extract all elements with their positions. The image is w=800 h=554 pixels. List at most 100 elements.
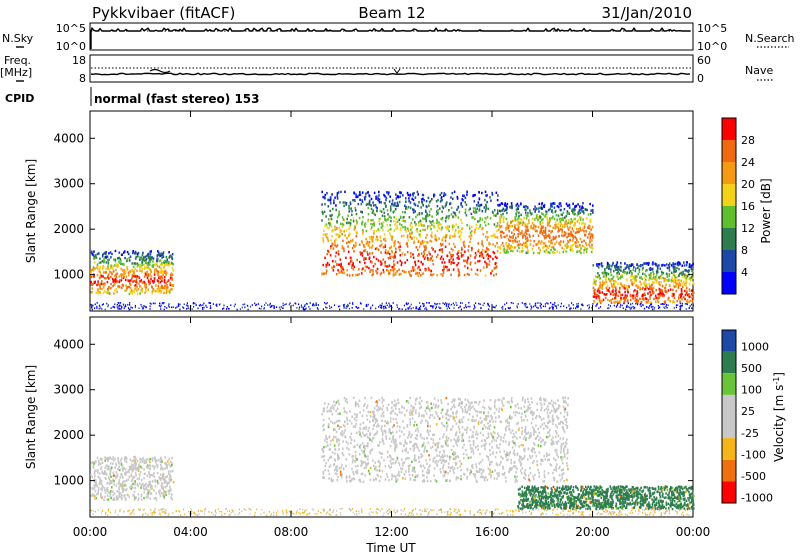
power-cell bbox=[680, 289, 683, 292]
power-cell bbox=[589, 236, 592, 240]
power-cell bbox=[548, 307, 550, 310]
velocity-cell bbox=[337, 424, 339, 427]
power-cell bbox=[118, 275, 121, 278]
power-cell bbox=[681, 292, 683, 296]
velocity-cell bbox=[427, 433, 430, 436]
velocity-cell bbox=[446, 439, 449, 443]
power-cell bbox=[429, 239, 431, 243]
power-cell bbox=[171, 267, 174, 270]
power-cell bbox=[158, 259, 161, 263]
power-cell bbox=[115, 268, 117, 272]
power-cell bbox=[111, 252, 113, 256]
power-cell bbox=[354, 206, 357, 210]
power-cell bbox=[420, 223, 422, 226]
nsky-panel: N.Sky 10^5 10^0 10^5 10^0 N.Search bbox=[2, 22, 795, 53]
power-cell bbox=[485, 206, 488, 209]
velocity-cell bbox=[164, 490, 166, 494]
velocity-cell bbox=[114, 466, 116, 469]
power-cell bbox=[114, 260, 117, 263]
power-cell bbox=[328, 222, 330, 225]
velocity-cell bbox=[501, 473, 504, 476]
power-cell bbox=[576, 220, 579, 223]
power-cell bbox=[99, 305, 101, 308]
power-cell bbox=[665, 305, 667, 308]
power-cell bbox=[473, 194, 475, 197]
velocity-cell bbox=[132, 466, 134, 469]
power-cell bbox=[430, 273, 432, 276]
power-cell bbox=[617, 302, 619, 305]
power-cell bbox=[645, 262, 647, 265]
power-cell bbox=[669, 300, 671, 303]
velocity-cell bbox=[107, 482, 109, 485]
power-cell bbox=[681, 285, 684, 289]
power-cell bbox=[400, 223, 403, 227]
velocity-cell bbox=[475, 479, 478, 482]
power-cell bbox=[655, 273, 658, 276]
power-cell bbox=[505, 228, 507, 231]
power-cell bbox=[164, 306, 166, 308]
power-cell bbox=[655, 281, 658, 284]
power-cell bbox=[341, 266, 344, 269]
power-cell bbox=[649, 301, 651, 304]
velocity-cell bbox=[449, 469, 451, 473]
power-cell bbox=[626, 264, 628, 267]
power-cell bbox=[501, 202, 504, 205]
velocity-cell bbox=[154, 457, 156, 461]
power-cell bbox=[163, 286, 165, 290]
power-cell bbox=[169, 282, 171, 285]
power-cell bbox=[619, 268, 621, 272]
power-cell bbox=[473, 211, 476, 214]
power-cell bbox=[444, 239, 447, 243]
power-cell bbox=[139, 258, 141, 261]
power-cell bbox=[404, 261, 406, 264]
power-cell bbox=[562, 250, 564, 254]
velocity-cell bbox=[461, 426, 464, 429]
power-cell bbox=[107, 290, 109, 293]
power-cell bbox=[553, 202, 556, 205]
power-cell bbox=[280, 306, 282, 308]
power-cell bbox=[571, 244, 573, 247]
velocity-cell bbox=[474, 476, 477, 479]
power-cell bbox=[477, 242, 480, 245]
power-cell bbox=[244, 303, 246, 305]
power-cell bbox=[457, 216, 460, 219]
power-cell bbox=[562, 217, 564, 220]
power-cell bbox=[483, 266, 485, 269]
velocity-cell bbox=[492, 430, 495, 434]
power-cell bbox=[517, 227, 519, 230]
power-cell bbox=[605, 293, 608, 296]
power-cell bbox=[516, 240, 518, 243]
velocity-cell bbox=[99, 476, 101, 480]
velocity-cell bbox=[337, 444, 340, 447]
power-cell bbox=[518, 221, 520, 224]
velocity-cell bbox=[389, 454, 391, 457]
power-cell bbox=[684, 276, 686, 280]
power-cell bbox=[519, 242, 522, 246]
power-cell bbox=[662, 303, 664, 305]
power-cell bbox=[564, 225, 566, 229]
velocity-cell bbox=[117, 496, 119, 500]
power-cell bbox=[495, 235, 497, 239]
power-cell bbox=[341, 245, 344, 248]
power-cell bbox=[361, 191, 364, 194]
velocity-cell bbox=[163, 489, 165, 493]
power-cell bbox=[533, 226, 535, 229]
power-cell bbox=[632, 275, 635, 279]
power-cell bbox=[601, 286, 603, 289]
velocity-cell bbox=[166, 466, 168, 470]
power-cell bbox=[374, 213, 376, 217]
power-cell bbox=[655, 263, 658, 267]
power-cell bbox=[430, 234, 432, 237]
power-cell bbox=[513, 219, 516, 222]
power-cell bbox=[424, 308, 426, 310]
power-cell bbox=[550, 203, 552, 206]
power-cell bbox=[388, 191, 390, 194]
velocity-cell bbox=[151, 485, 153, 488]
power-cell bbox=[606, 289, 608, 292]
power-cell bbox=[616, 273, 619, 277]
velocity-cell bbox=[420, 405, 422, 409]
power-cell bbox=[548, 221, 551, 224]
power-cell bbox=[341, 271, 344, 274]
power-cell bbox=[440, 217, 442, 221]
power-cell bbox=[343, 249, 345, 253]
